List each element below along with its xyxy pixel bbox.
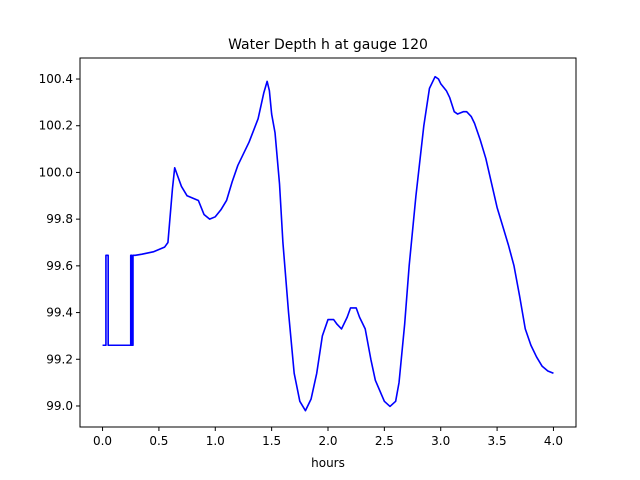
plot-area	[102, 75, 554, 412]
x-tick-label: 0.0	[93, 434, 112, 448]
x-tick-label: 3.0	[431, 434, 450, 448]
y-tick-label: 99.6	[46, 259, 73, 273]
y-tick-label: 100.2	[39, 119, 73, 133]
y-tick-label: 99.4	[46, 306, 73, 320]
x-tick-label: 1.0	[206, 434, 225, 448]
y-tick-label: 99.2	[46, 352, 73, 366]
x-axis-label: hours	[311, 456, 345, 470]
y-tick-label: 100.4	[39, 72, 73, 86]
series-line	[102, 75, 554, 412]
y-tick-label: 99.8	[46, 212, 73, 226]
x-tick-label: 2.0	[318, 434, 337, 448]
y-tick-label: 100.0	[39, 165, 73, 179]
x-tick-label: 2.5	[375, 434, 394, 448]
x-tick-label: 0.5	[149, 434, 168, 448]
x-axis: 0.0 0.5 1.0 1.5 2.0 2.5 3.0 3.5 4.0	[93, 427, 563, 448]
x-tick-label: 3.5	[488, 434, 507, 448]
x-tick-label: 4.0	[544, 434, 563, 448]
x-tick-label: 1.5	[262, 434, 281, 448]
y-axis: 99.0 99.2 99.4 99.6 99.8 100.0 100.2 100.4	[39, 72, 80, 413]
y-tick-label: 99.0	[46, 399, 73, 413]
chart-title: Water Depth h at gauge 120	[228, 37, 428, 53]
axes-frame	[79, 57, 577, 428]
